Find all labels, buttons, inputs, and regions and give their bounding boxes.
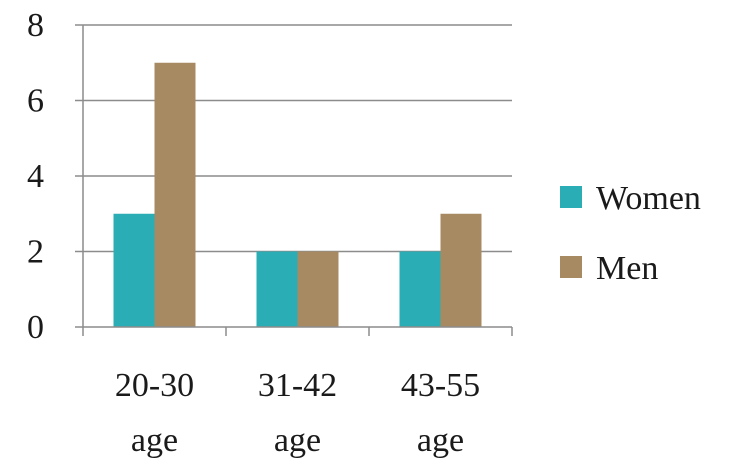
x-tick-label: age xyxy=(131,422,178,459)
x-tick-label: age xyxy=(274,422,321,459)
x-tick-label: age xyxy=(417,422,464,459)
bar-women-0 xyxy=(113,213,155,327)
legend-label-women: Women xyxy=(596,180,701,217)
legend-swatch-men xyxy=(560,256,582,278)
legend: Women Men xyxy=(560,180,701,287)
y-tick-labels: 0 2 4 6 8 xyxy=(27,7,44,346)
bars xyxy=(113,62,482,327)
y-tick-label: 0 xyxy=(27,309,44,346)
legend-swatch-women xyxy=(560,186,582,208)
y-tick-label: 2 xyxy=(27,234,44,271)
x-tick-label: 20-30 xyxy=(115,367,194,404)
bar-men-1 xyxy=(297,251,339,327)
y-tick-label: 8 xyxy=(27,7,44,44)
legend-label-men: Men xyxy=(596,250,658,287)
x-tick-label: 43-55 xyxy=(401,367,480,404)
bar-women-2 xyxy=(399,251,441,327)
y-tick-label: 6 xyxy=(27,83,44,120)
x-tick-label: 31-42 xyxy=(258,367,337,404)
y-tick-label: 4 xyxy=(27,158,44,195)
bar-men-0 xyxy=(154,62,196,327)
bar-men-2 xyxy=(440,213,482,327)
axes xyxy=(75,24,513,336)
x-tick-labels: 20-30 age 31-42 age 43-55 age xyxy=(115,367,480,459)
bar-women-1 xyxy=(256,251,298,327)
